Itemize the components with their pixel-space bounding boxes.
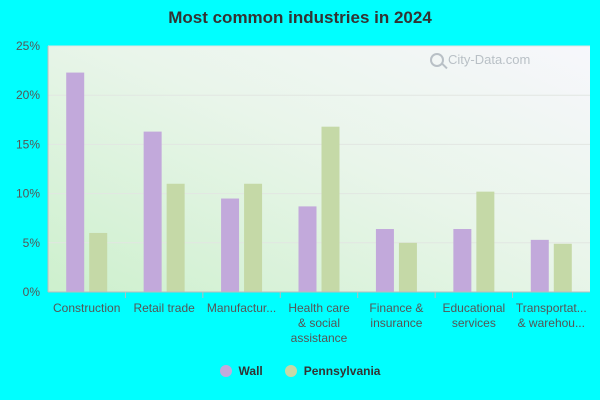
bar-wall	[375, 229, 394, 292]
bar-wall	[453, 229, 472, 292]
plot-area	[48, 46, 590, 292]
x-tick-label: Transportat...	[516, 301, 587, 315]
bar-pennsylvania	[476, 191, 495, 292]
bar-pennsylvania	[553, 243, 572, 292]
x-tick-label: Finance &	[369, 301, 423, 315]
grid	[48, 45, 590, 244]
bar-wall	[298, 206, 317, 292]
axes: 0% 5% 10% 15% 20% 25% Construction Retail trade…	[16, 39, 590, 345]
x-tick-label: services	[452, 316, 496, 330]
bar-pennsylvania	[89, 232, 108, 292]
bar-wall	[221, 198, 240, 292]
x-tick-label: & social	[298, 316, 340, 330]
y-tick-label: 20%	[16, 88, 40, 102]
bar-wall	[530, 239, 549, 292]
y-tick-label: 5%	[23, 236, 41, 250]
legend-label-pennsylvania: Pennsylvania	[303, 364, 381, 378]
x-tick-label: Health care	[288, 301, 350, 315]
y-tick-label: 25%	[16, 39, 40, 53]
bar-pennsylvania	[166, 183, 185, 292]
legend-swatch-wall	[219, 365, 232, 377]
x-tick-label: Construction	[53, 301, 120, 315]
bar-pennsylvania	[398, 242, 417, 292]
bar-wall	[143, 131, 162, 292]
bar-pennsylvania	[244, 183, 263, 292]
watermark: City-Data.com	[430, 52, 530, 67]
x-tick-label: assistance	[291, 331, 348, 345]
x-tick-label: & warehou...	[518, 316, 585, 330]
magnifier-icon	[430, 52, 444, 67]
legend-item-wall: Wall	[219, 364, 263, 378]
x-tick-label: Educational	[442, 301, 505, 315]
x-tick-label: Retail trade	[133, 301, 195, 315]
bar-pennsylvania	[321, 126, 340, 292]
x-tick-label: Manufactur...	[207, 301, 276, 315]
legend: Wall Pennsylvania	[0, 364, 600, 378]
bars	[66, 72, 572, 293]
chart-title: Most common industries in 2024	[168, 8, 432, 27]
y-tick-label: 15%	[16, 137, 40, 151]
legend-swatch-pennsylvania	[284, 365, 297, 377]
y-tick-label: 0%	[23, 285, 41, 299]
y-tick-label: 10%	[16, 187, 40, 201]
x-tick-label: insurance	[370, 316, 422, 330]
bar-wall	[66, 72, 85, 293]
legend-item-pennsylvania: Pennsylvania	[284, 364, 381, 378]
watermark-text: City-Data.com	[448, 52, 531, 67]
legend-label-wall: Wall	[238, 364, 263, 378]
